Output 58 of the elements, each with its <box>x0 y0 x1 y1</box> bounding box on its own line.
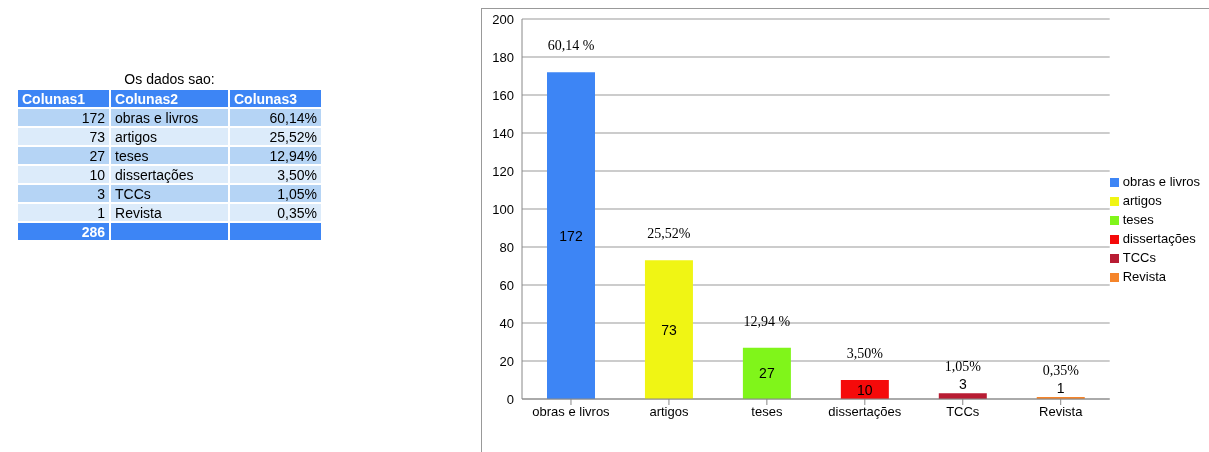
y-tick-label: 100 <box>492 201 514 217</box>
text: 12,94% <box>229 147 321 164</box>
category-label: obras e livros <box>115 109 199 126</box>
text: 27 <box>18 147 110 164</box>
x-tick-label: dissertações <box>828 404 902 420</box>
x-tick-label: Revista <box>1039 404 1084 420</box>
x-tick-label: obras e livros <box>532 404 611 420</box>
data-label: 73 <box>661 321 677 338</box>
data-label: 3 <box>958 376 967 393</box>
y-tick-label: 180 <box>492 49 514 65</box>
text: 25,52% <box>229 128 321 145</box>
data-label: 172 <box>559 227 583 244</box>
category-label: TCCs <box>115 185 151 202</box>
text: 3 <box>18 185 110 202</box>
y-tick-label: 120 <box>492 163 514 179</box>
data-label: 1 <box>1056 380 1065 397</box>
y-tick-label: 20 <box>499 353 514 369</box>
text: 1,05% <box>229 185 321 202</box>
data-label: 10 <box>857 381 873 398</box>
text: Os dados sao: <box>123 70 216 88</box>
text: 73 <box>18 128 110 145</box>
category-label: teses <box>115 147 149 164</box>
legend-label: Revista <box>1122 269 1167 284</box>
text: 286 <box>18 223 110 240</box>
annotation: 12,94 % <box>743 313 791 329</box>
legend-label: artigos <box>1122 193 1162 208</box>
category-label: dissertações <box>115 166 194 183</box>
text: Colunas1 <box>18 90 110 107</box>
annotation: 25,52% <box>647 226 691 242</box>
data-label: 27 <box>759 365 775 382</box>
category-label: Revista <box>115 204 162 221</box>
text: 172 <box>18 109 110 126</box>
y-tick-label: 80 <box>499 239 514 255</box>
y-tick-label: 60 <box>499 277 514 293</box>
annotation: 0,35% <box>1042 363 1080 379</box>
annotation: 3,50% <box>846 346 884 361</box>
text: 3,50% <box>229 166 321 183</box>
text: Colunas2 <box>111 90 228 107</box>
text: 1 <box>18 204 110 221</box>
text: 60,14% <box>229 109 321 126</box>
annotation: 60,14 % <box>547 38 595 54</box>
y-tick-label: 40 <box>499 315 514 331</box>
text: Colunas3 <box>229 90 321 107</box>
y-tick-label: 200 <box>492 11 514 27</box>
y-tick-label: 160 <box>492 87 514 103</box>
text: 0,35% <box>229 204 321 221</box>
y-tick-label: 0 <box>506 391 514 407</box>
legend-label: dissertações <box>1122 231 1196 246</box>
x-tick-label: TCCs <box>946 404 980 420</box>
y-tick-label: 140 <box>492 125 514 141</box>
legend-label: obras e livros <box>1122 174 1200 189</box>
x-tick-label: artigos <box>649 404 689 420</box>
annotation: 1,05% <box>944 359 982 375</box>
x-tick-label: teses <box>751 404 783 420</box>
legend-label: teses <box>1122 212 1154 227</box>
legend-label: TCCs <box>1122 250 1156 265</box>
category-label: artigos <box>115 128 158 145</box>
text: 10 <box>18 166 110 183</box>
